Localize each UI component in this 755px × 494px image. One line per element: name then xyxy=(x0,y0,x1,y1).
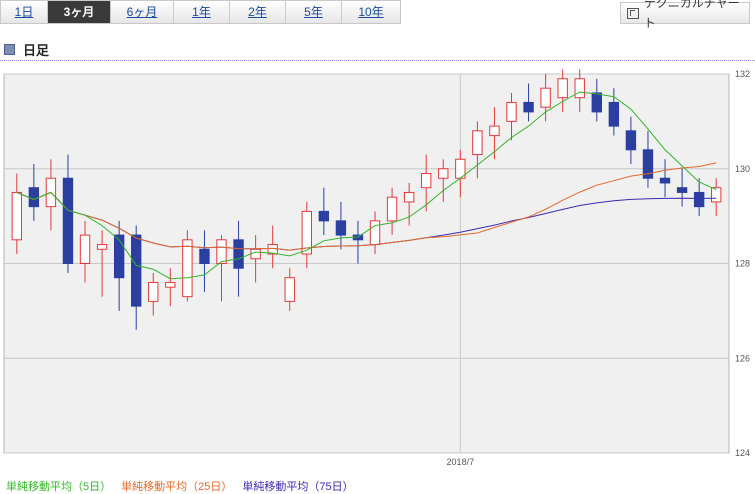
tab-3m[interactable]: 3ヶ月 xyxy=(48,1,111,23)
candle-up xyxy=(216,239,227,264)
candle-down xyxy=(676,187,688,193)
tab-6m[interactable]: 6ヶ月 xyxy=(111,1,174,23)
candle-up xyxy=(301,210,312,255)
y-tick-label: 132 xyxy=(735,69,750,79)
candle-up xyxy=(369,220,381,246)
section-title: 日足 xyxy=(23,43,50,58)
candle-up xyxy=(96,244,108,250)
candle-up xyxy=(165,281,176,288)
y-tick-label: 126 xyxy=(735,353,750,363)
candle-up xyxy=(557,78,568,99)
period-tabs: 1日 3ヶ月 6ヶ月 1年 2年 5年 10年 xyxy=(0,0,401,24)
technical-chart-button[interactable]: テクニカルチャート xyxy=(620,0,750,30)
ma5-line xyxy=(16,91,717,280)
ma25-line xyxy=(16,162,717,251)
square-bullet-icon xyxy=(4,44,15,55)
candle-up xyxy=(472,130,483,156)
candle-down xyxy=(113,234,125,279)
candle-up xyxy=(574,78,585,99)
candle-up xyxy=(284,277,295,302)
tab-1d[interactable]: 1日 xyxy=(1,1,48,23)
section-header: 日足 xyxy=(4,40,49,59)
candle-up xyxy=(182,239,193,298)
candle-down xyxy=(199,248,210,265)
legend: 単純移動平均（5日） 単純移動平均（25日） 単純移動平均（75日） xyxy=(6,478,354,494)
candle-down xyxy=(233,239,244,269)
candle-down xyxy=(28,187,40,208)
y-tick-label: 128 xyxy=(735,259,750,269)
y-tick-label: 130 xyxy=(735,164,750,174)
candle-up xyxy=(11,191,22,241)
tab-5y[interactable]: 5年 xyxy=(286,1,342,23)
candle-down xyxy=(62,177,74,264)
legend-ma5: 単純移動平均（5日） xyxy=(6,481,112,493)
window-icon xyxy=(627,7,639,19)
candle-down xyxy=(608,101,620,127)
candle-down xyxy=(642,149,654,179)
y-tick-label: 124 xyxy=(735,448,750,458)
technical-chart-label: テクニカルチャート xyxy=(643,0,740,30)
candle-up xyxy=(148,281,159,302)
candle-up xyxy=(540,87,551,108)
candle-up xyxy=(421,172,432,189)
candle-up xyxy=(506,101,517,122)
candle-up xyxy=(711,187,722,203)
candle-down xyxy=(523,101,534,113)
tab-1y[interactable]: 1年 xyxy=(174,1,230,23)
divider xyxy=(0,60,755,61)
candle-up xyxy=(403,191,415,203)
candle-down xyxy=(335,220,347,236)
candle-up xyxy=(489,125,500,137)
candle-up xyxy=(250,248,261,260)
x-tick-label: 2018/7 xyxy=(447,457,475,466)
candle-down xyxy=(693,191,705,208)
legend-ma25: 単純移動平均（25日） xyxy=(121,481,233,493)
candle-up xyxy=(386,196,398,222)
candle-down xyxy=(131,234,142,307)
candle-up xyxy=(79,234,91,264)
tab-2y[interactable]: 2年 xyxy=(230,1,286,23)
tab-10y[interactable]: 10年 xyxy=(342,1,400,23)
candle-down xyxy=(625,130,637,151)
candle-down xyxy=(591,92,602,113)
candle-down xyxy=(659,177,671,184)
candle-up xyxy=(438,168,449,179)
candle-down xyxy=(318,210,330,222)
legend-ma75: 単純移動平均（75日） xyxy=(242,481,354,493)
